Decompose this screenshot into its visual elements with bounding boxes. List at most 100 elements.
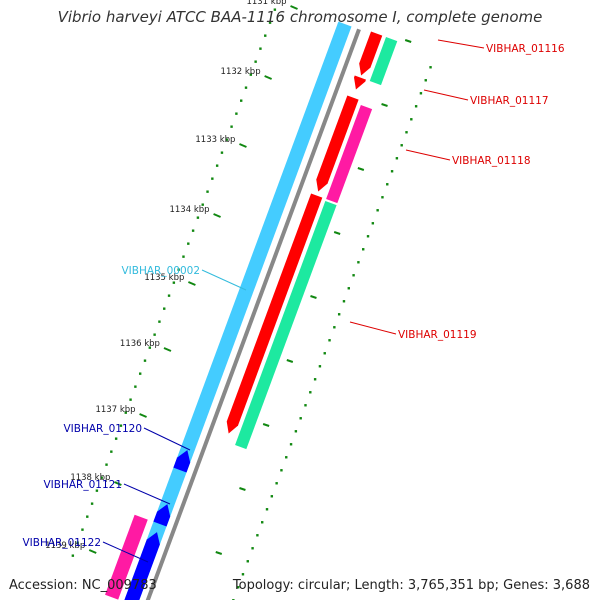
gc-dot-left (201, 203, 204, 206)
gc-dot-right (270, 495, 274, 498)
gc-dot-left (105, 463, 108, 466)
cds-forward-arrow (153, 504, 171, 527)
gc-dot-left (71, 554, 75, 557)
gc-dot-right (241, 573, 245, 576)
accession-label: Accession: NC_009783 (9, 578, 157, 593)
gc-skew-track (71, 8, 432, 600)
gc-dot-left (100, 476, 103, 479)
gc-dot-right (371, 222, 375, 225)
gc-dot-left (158, 320, 161, 323)
gc-dot-right (318, 365, 322, 368)
gene-label-leader (437, 39, 485, 49)
scale-tick-mark (88, 549, 97, 554)
gc-dot-right (337, 313, 341, 316)
scale-tick-mark (188, 281, 196, 286)
rna-feature (105, 514, 148, 600)
cds-reverse-arrow (226, 193, 323, 434)
gc-dot-left (153, 333, 156, 336)
gc-dot-right (323, 352, 326, 355)
scale-tick-mark-right (215, 551, 223, 555)
gc-dot-left (177, 268, 180, 271)
gene-label-leader (123, 483, 171, 505)
scale-tick-mark (239, 143, 247, 148)
scale-tick-mark-right (286, 359, 294, 363)
gc-dot-left (81, 528, 84, 531)
gc-dot-left (86, 515, 89, 518)
cds-reverse-arrow (359, 31, 383, 76)
gene-reverse-segment (235, 201, 337, 450)
gc-dot-left (182, 255, 185, 258)
scale-tick-label: 1136 kbp (120, 339, 160, 349)
scale-tick-mark-right (262, 423, 270, 427)
gc-dot-right (414, 105, 418, 108)
gc-dot-left (264, 34, 267, 37)
gc-dot-left (143, 359, 147, 362)
scale-tick-label: 1134 kbp (169, 205, 209, 215)
gc-dot-left (215, 164, 219, 167)
scale-tick-label: 1137 kbp (95, 405, 135, 415)
gc-dot-right (410, 118, 413, 121)
gc-dot-left (134, 385, 137, 388)
gc-dot-left (220, 151, 224, 154)
map-title: Vibrio harveyi ATCC BAA-1116 chromosome … (57, 8, 543, 26)
gc-dot-left (230, 125, 233, 128)
gc-dot-right (366, 235, 370, 238)
gene-label-leader (102, 541, 149, 563)
gc-dot-right (424, 79, 427, 82)
scale-tick-mark (213, 213, 221, 218)
feature-tracks (105, 21, 398, 600)
gc-dot-left (239, 99, 243, 102)
gc-dot-right (405, 131, 408, 134)
gc-dot-left (225, 138, 228, 141)
gc-dot-left (206, 190, 209, 193)
gc-dot-left (110, 450, 113, 453)
gc-dot-right (299, 417, 302, 420)
gene-label-leader (423, 89, 469, 101)
gc-dot-right (304, 404, 307, 407)
gc-dot-right (400, 144, 403, 147)
scale-tick-mark-right (404, 39, 412, 43)
scale-tick-mark-right (310, 295, 317, 299)
gc-dot-right (313, 378, 317, 381)
gc-dot-right (362, 248, 365, 251)
gc-dot-right (419, 92, 423, 95)
gc-dot-left (119, 424, 123, 427)
gc-dot-left (187, 242, 190, 245)
gc-dot-left (235, 112, 238, 115)
scale-tick-mark-right (357, 167, 365, 171)
scale-tick-mark-right (333, 231, 341, 235)
gc-dot-right (333, 326, 336, 329)
gc-dot-right (251, 547, 254, 550)
topology-label: Topology: circular; Length: 3,765,351 bp… (232, 578, 590, 593)
gene-labels: VIBHAR_01116 VIBHAR_01117 VIBHAR_01118 VIBH… (22, 39, 565, 563)
gc-dot-right (347, 287, 350, 290)
gc-dot-right (285, 456, 288, 459)
backbone-line (145, 28, 361, 600)
gene-label: VIBHAR_01116 (486, 43, 565, 55)
scale-tick-label: 1138 kbp (70, 473, 110, 483)
gc-dot-right (376, 209, 379, 212)
gc-dot-left (273, 8, 277, 11)
gc-dot-left (196, 216, 200, 219)
gc-dot-right (429, 66, 432, 69)
gc-dot-left (172, 281, 176, 284)
gc-dot-right (390, 170, 394, 173)
gc-dot-left (90, 502, 94, 505)
gc-dot-right (352, 274, 355, 277)
gc-dot-left (268, 21, 272, 24)
gene-label: VIBHAR_01117 (470, 95, 549, 107)
gene-label-leader (405, 149, 451, 161)
gc-dot-right (265, 508, 269, 511)
gene-label: VIBHAR_00002 (121, 265, 200, 277)
gc-dot-right (294, 430, 298, 433)
gc-dot-left (249, 73, 253, 76)
gene-reverse-segment (369, 37, 398, 86)
gc-dot-right (386, 183, 389, 186)
gc-dot-right (381, 196, 384, 199)
gc-dot-left (259, 47, 262, 50)
scale-tick-mark (290, 5, 298, 10)
scale-tick-label: 1131 kbp (246, 0, 286, 7)
gc-dot-left (191, 229, 195, 232)
